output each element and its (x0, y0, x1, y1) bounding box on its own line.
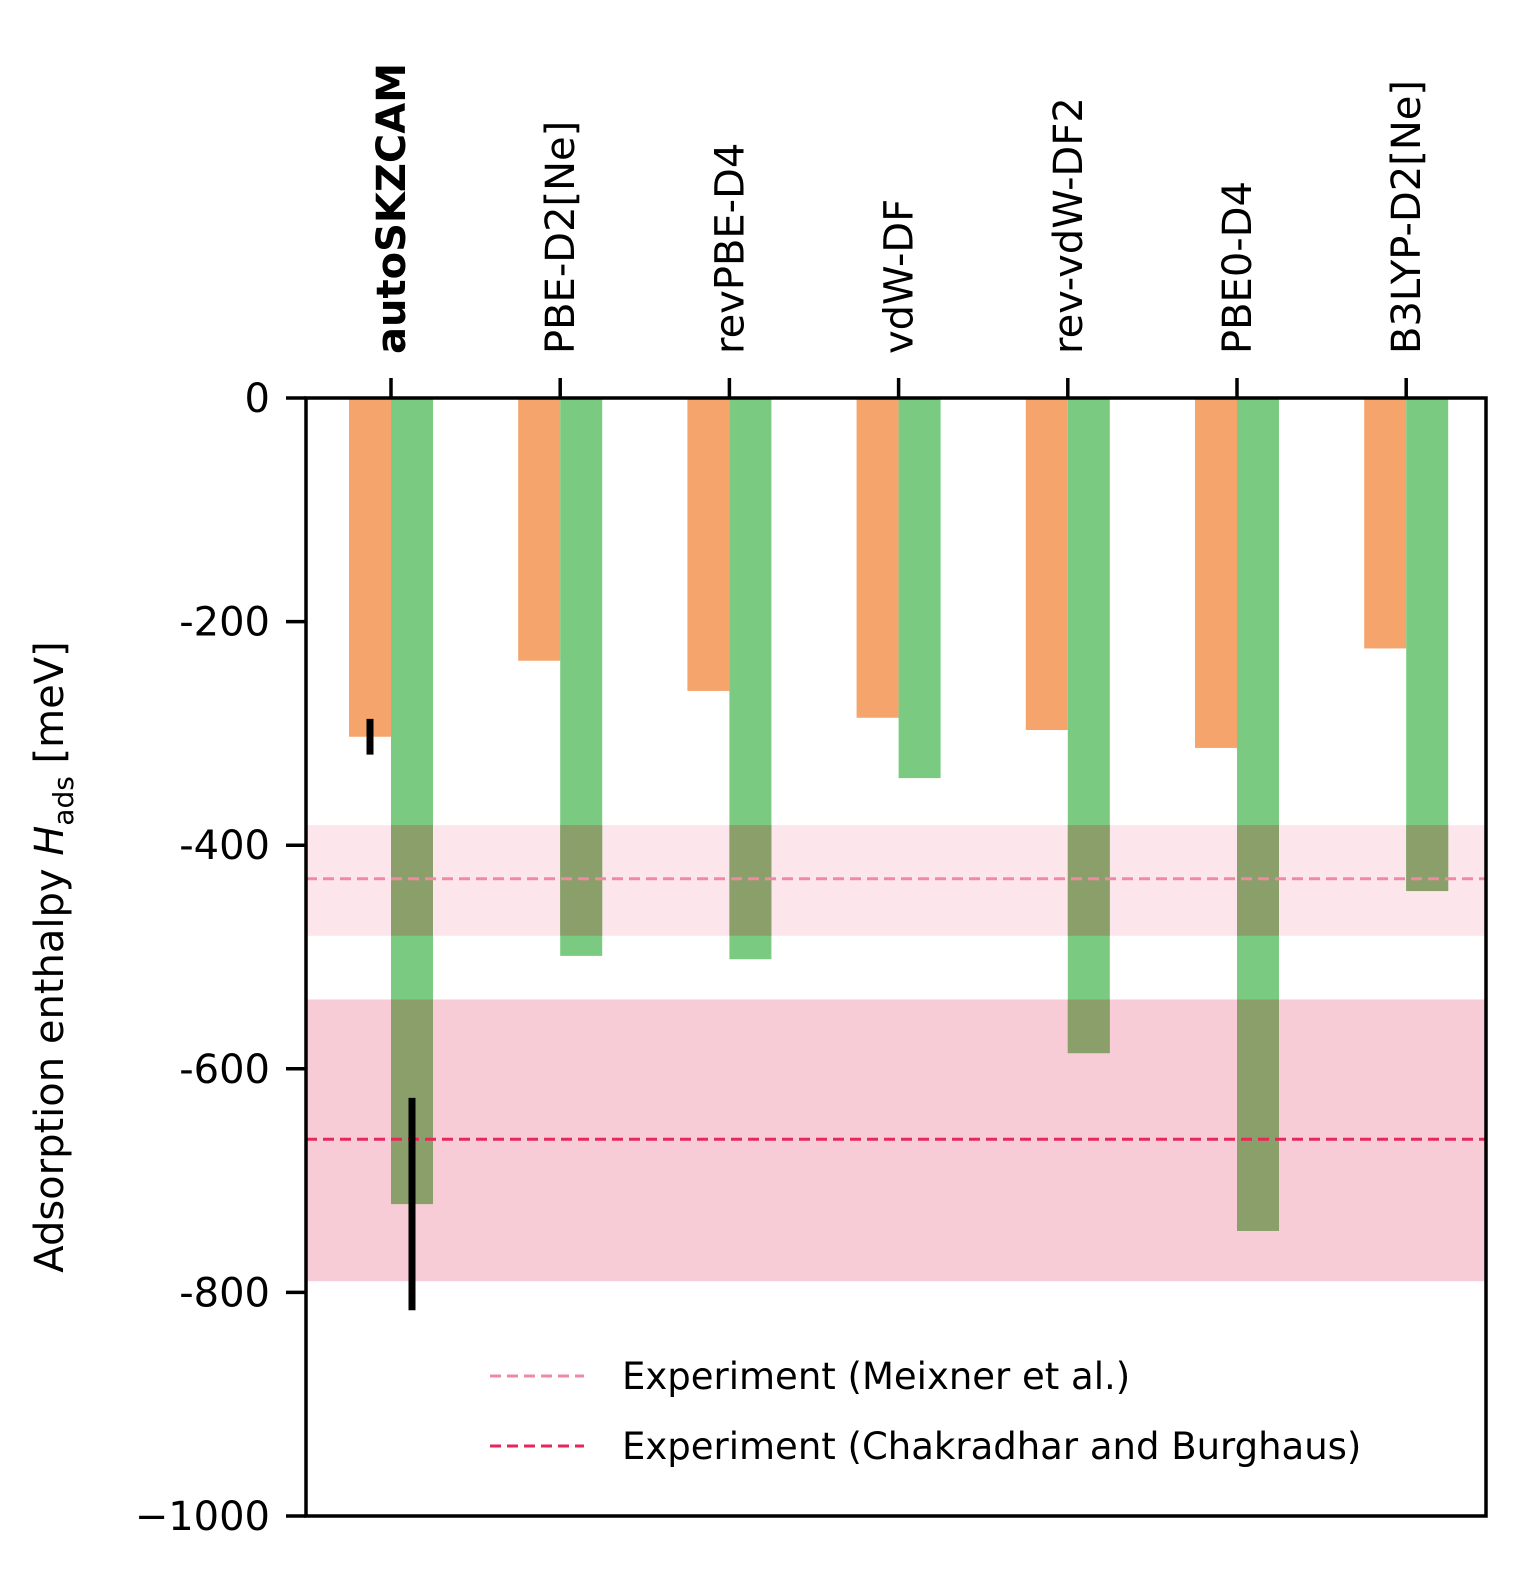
y-axis-label-unit: [meV] (27, 641, 73, 776)
category-label-0: autoSKZCAM (369, 63, 415, 354)
y-axis-label-main: Adsorption enthalpy (27, 856, 73, 1273)
category-label-4: rev-vdW-DF2 (1046, 97, 1092, 354)
bar-band-overlap-5-0 (1237, 825, 1279, 936)
y-axis-label: Adsorption enthalpy Hads [meV] (27, 641, 80, 1272)
error-bars (366, 718, 416, 1311)
bar-s0-1 (518, 398, 561, 661)
bar-band-overlap-2-0 (729, 825, 772, 936)
y-tick-label: -600 (179, 1047, 270, 1093)
legend-label-1: Experiment (Chakradhar and Burghaus) (622, 1425, 1361, 1468)
reference-band-0 (306, 825, 1486, 936)
bar-s0-6 (1364, 398, 1407, 649)
y-tick-label: 0 (245, 376, 270, 422)
legend-label-0: Experiment (Meixner et al.) (622, 1355, 1130, 1398)
bar-s0-3 (856, 398, 899, 718)
category-label-1: PBE-D2[Ne] (538, 121, 584, 354)
bar-band-overlap-4-1 (1067, 999, 1110, 1054)
category-label-3: vdW-DF (877, 199, 923, 354)
bar-s0-5 (1195, 398, 1237, 748)
category-label-6: B3LYP-D2[Ne] (1384, 80, 1430, 354)
reference-bands (306, 825, 1486, 1282)
bar-s1-4 (1067, 398, 1110, 1054)
bar-band-overlap-0-0 (391, 825, 433, 936)
bars (349, 398, 1449, 1231)
y-axis: 0 -200 -400 -600 -800 −1000 (135, 376, 306, 1540)
bar-s0-0 (349, 398, 391, 737)
y-tick-label: −1000 (135, 1494, 270, 1540)
legend: Experiment (Meixner et al.) Experiment (C… (490, 1355, 1361, 1468)
bar-band-overlap-6-0 (1406, 825, 1449, 892)
x-axis: autoSKZCAM PBE-D2[Ne] revPBE-D4 vdW-DF rev-v… (369, 63, 1430, 398)
bar-band-overlap-5-1 (1237, 999, 1279, 1231)
bar-s1-3 (898, 398, 941, 779)
category-label-5: PBE0-D4 (1215, 181, 1261, 354)
bar-band-overlap-4-0 (1067, 825, 1110, 936)
bar-s0-2 (687, 398, 730, 691)
plot-frame (304, 396, 1488, 1518)
y-tick-label: -400 (179, 823, 270, 869)
y-axis-label-subscript: ads (47, 776, 80, 826)
category-label-2: revPBE-D4 (707, 143, 753, 354)
bar-band-overlap-1-0 (560, 825, 603, 936)
y-tick-label: -200 (179, 600, 270, 646)
y-tick-label: -800 (179, 1270, 270, 1316)
y-axis-label-symbol: H (27, 826, 73, 856)
reference-lines (306, 877, 1486, 1141)
bar-s1-6 (1406, 398, 1449, 892)
bar-s0-4 (1025, 398, 1068, 731)
